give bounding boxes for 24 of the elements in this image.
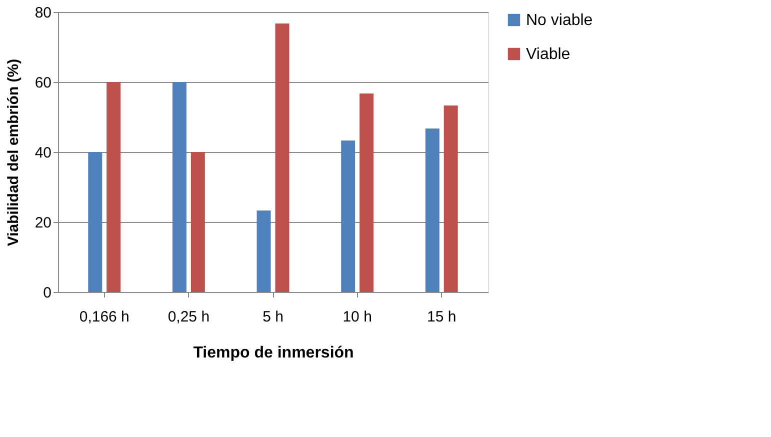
x-tick-label: 0,166 h — [79, 308, 130, 326]
legend-label: Viable — [526, 46, 570, 63]
y-tick-label: 60 — [34, 74, 52, 92]
x-tick-label: 5 h — [262, 308, 284, 326]
bar — [425, 128, 440, 292]
y-tick-label: 40 — [34, 144, 52, 162]
bar — [341, 140, 356, 292]
bar — [275, 24, 290, 292]
bar — [360, 94, 374, 292]
y-axis-title: Viabilidad del embrión (%) — [4, 58, 22, 246]
bar — [88, 152, 102, 292]
bar — [172, 82, 186, 292]
x-tick-label: 0,25 h — [168, 308, 210, 326]
bar — [190, 152, 205, 292]
y-tick-label: 0 — [43, 284, 52, 302]
y-tick-label: 80 — [34, 4, 52, 22]
x-tick-label: 10 h — [342, 308, 372, 326]
bar — [106, 82, 121, 292]
x-tick-label: 15 h — [427, 308, 456, 326]
y-tick-label: 20 — [34, 214, 52, 232]
bar — [444, 105, 458, 292]
bar — [256, 210, 271, 292]
legend-label: No viable — [526, 12, 593, 29]
x-axis-title: Tiempo de inmersión — [193, 344, 354, 362]
